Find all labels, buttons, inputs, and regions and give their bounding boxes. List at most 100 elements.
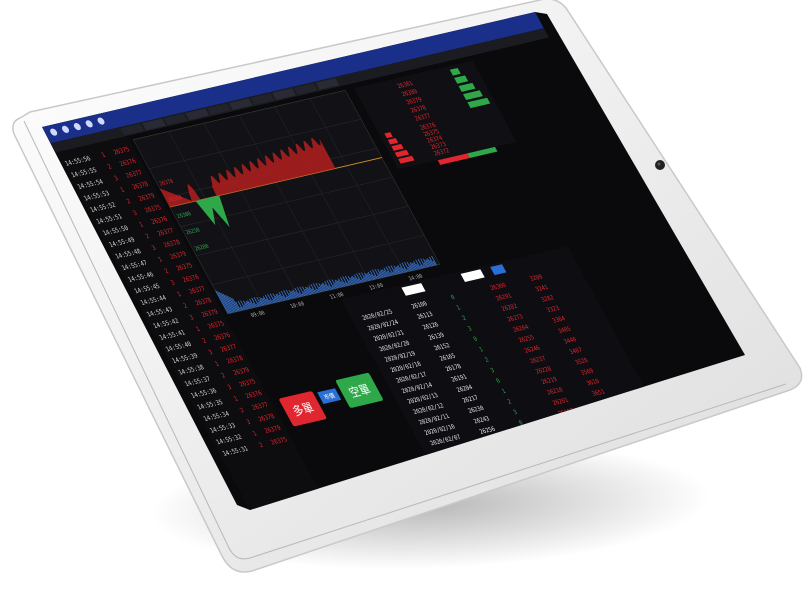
volume-bar [417,258,424,269]
history-change: 2 [461,316,468,323]
user-icon[interactable] [84,120,94,128]
volume-bar [275,293,281,302]
tick-volume: 2 [201,337,208,345]
price-area [159,138,336,208]
settings-icon[interactable] [96,117,106,125]
volume-bar [378,273,382,279]
tab-item[interactable] [207,103,231,116]
volume-bar [232,298,240,312]
bid-depth-bar [387,137,399,145]
query-button[interactable] [490,264,507,276]
volume-bar [383,270,388,277]
ask-depth-bar [454,75,469,84]
volume-bar [321,283,327,292]
tick-price: 26377 [156,227,175,238]
history-volume: 3651 [591,389,606,398]
sell-button-label: 空單 [346,382,373,400]
history-high: 26300 [490,283,508,292]
date-input-end[interactable] [460,269,485,283]
tab-item[interactable] [250,93,275,105]
history-volume: 3282 [540,295,555,304]
volume-bar [377,269,383,278]
tab-item[interactable] [120,123,144,136]
history-price: 26152 [433,343,451,352]
volume-bar [275,295,280,302]
volume-bar [220,293,233,313]
history-change: 0 [473,336,480,343]
volume-bar [351,276,357,284]
volume-bar [365,273,371,281]
volume-bar [295,291,299,298]
tick-price: 26379 [263,424,282,435]
volume-bar [262,297,267,305]
volume-bar [246,301,251,309]
volume-bar [370,274,375,280]
tick-price: 26375 [270,436,289,447]
history-change: 0 [450,295,457,302]
ask-depth-bar [449,67,461,76]
tick-volume: 2 [163,268,170,276]
volume-bar [217,291,230,314]
volume-bar [332,284,336,289]
volume-bar [306,287,312,295]
tick-volume: 2 [220,372,227,380]
volume-bar [228,296,238,312]
volume-bar [401,262,408,273]
sell-button[interactable] [335,372,384,408]
tab-item[interactable] [185,108,210,121]
market-order-toggle[interactable] [317,388,342,404]
volume-bar [265,298,270,305]
tick-volume: 1 [138,221,145,229]
history-price: 26178 [445,364,463,373]
buy-button[interactable] [278,391,327,427]
list-icon[interactable] [72,122,82,131]
volume-bar [285,296,288,300]
volume-bar [261,297,266,306]
history-change: 0 [518,420,525,427]
volume-bar [271,300,275,304]
tab-item[interactable] [228,98,253,110]
volume-bar [288,290,294,299]
volume-bar [334,279,340,288]
history-high: 26264 [512,324,530,333]
volume-bar [347,282,350,286]
volume-bar [423,262,428,268]
ask-price: 26379 [405,97,423,106]
grid-line [274,106,370,281]
tab-item[interactable] [294,83,318,95]
volume-bar [419,265,423,269]
volume-bar [426,259,431,267]
tab-item[interactable] [142,118,166,131]
tab-item[interactable] [315,78,340,90]
history-high: 26237 [529,356,547,365]
bid-depth-bar [394,149,410,158]
volume-bar [302,286,308,296]
chart-icon[interactable] [61,125,71,133]
history-volume: 3323 [546,306,561,315]
history-high: 26219 [541,377,559,386]
history-high: 26291 [495,293,513,302]
volume-bar [249,298,255,308]
tick-volume: 3 [132,210,139,218]
tab-item[interactable] [163,113,188,126]
bid-price: 26376 [419,123,437,132]
tick-volume: 3 [226,384,233,392]
tick-volume: 1 [119,186,126,194]
volume-bar [278,292,285,301]
volume-bar [253,297,260,307]
volume-bar [308,285,314,294]
history-high: 26210 [546,387,564,396]
volume-bar [240,300,246,310]
y-tick-label: 26350 [167,195,184,204]
date-input[interactable] [401,283,426,296]
tick-price: 26377 [219,343,238,354]
tick-price: 26378 [131,181,150,192]
tick-volume: 3 [151,244,158,252]
home-icon[interactable] [49,128,59,136]
volume-bar [367,271,373,281]
tab-item[interactable] [272,88,296,100]
volume-bar [287,295,291,300]
volume-bar [399,267,404,273]
history-volume: 3364 [552,316,567,325]
